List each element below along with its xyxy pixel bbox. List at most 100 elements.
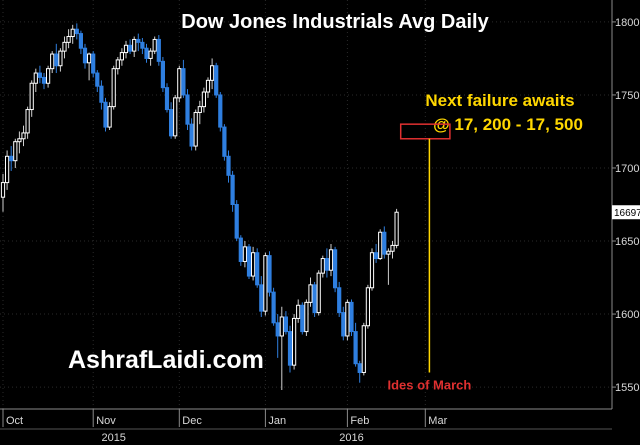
candle-up — [13, 141, 18, 162]
candle-down — [156, 38, 161, 62]
candle-up — [193, 111, 198, 147]
candle-down — [226, 155, 231, 176]
candle-up — [251, 252, 256, 277]
candle-up — [115, 59, 120, 70]
candle-up — [320, 258, 325, 274]
annotation-note-line1: Next failure awaits — [425, 91, 574, 110]
candle-down — [37, 72, 42, 78]
candle-down — [91, 53, 96, 74]
candle-down — [324, 258, 329, 271]
candle-up — [386, 250, 391, 255]
candle-up — [205, 79, 211, 93]
candle-up — [5, 155, 10, 184]
candle-up — [304, 301, 309, 333]
candle-down — [144, 47, 149, 59]
x-year-label: 2015 — [101, 432, 125, 444]
candle-down — [349, 301, 354, 333]
candle-down — [185, 94, 190, 125]
candle-up — [132, 38, 137, 52]
candle-up — [0, 182, 6, 198]
candle-up — [87, 53, 92, 64]
candle-up — [242, 246, 248, 262]
candle-down — [169, 109, 174, 137]
annotation-note-line2: @ 17, 200 - 17, 500 — [433, 115, 583, 134]
candle-down — [95, 72, 100, 87]
candle-up — [123, 44, 129, 54]
watermark: AshrafLaidi.com — [68, 346, 264, 374]
candle-down — [160, 60, 166, 89]
candle-down — [99, 85, 104, 103]
y-tick-label: 17000 — [615, 163, 640, 175]
candle-down — [333, 249, 338, 289]
last-price-tag: 16697. — [612, 205, 640, 220]
candle-down — [353, 331, 358, 365]
candle-down — [74, 28, 79, 35]
candles — [0, 23, 399, 391]
y-tick-label: 17500 — [615, 90, 640, 102]
x-month-label: Dec — [182, 415, 202, 427]
candle-up — [50, 53, 55, 70]
candle-down — [312, 284, 317, 314]
candle-down — [255, 252, 260, 286]
candle-down — [230, 174, 235, 206]
y-tick-label: 18000 — [615, 17, 640, 29]
candle-down — [382, 231, 387, 255]
candle-down — [82, 47, 88, 64]
x-axis-ticks: Oct Nov Dec Jan Feb Mar 2015 2016 — [0, 409, 612, 444]
candle-up — [33, 72, 38, 84]
candle-down — [267, 255, 272, 293]
candle-up — [17, 138, 22, 143]
candle-down — [246, 246, 252, 277]
candle-up — [279, 316, 284, 337]
candle-up — [378, 231, 383, 260]
x-month-label: Mar — [428, 415, 447, 427]
x-month-label: Oct — [6, 415, 23, 427]
candle-up — [66, 36, 71, 43]
candle-up — [177, 68, 182, 99]
candle-down — [283, 316, 288, 333]
candle-down — [300, 304, 305, 333]
candle-down — [337, 287, 342, 314]
candle-down — [259, 284, 264, 312]
candle-up — [394, 211, 399, 246]
candle-down — [136, 38, 141, 43]
candle-down — [218, 94, 223, 128]
candle-down — [140, 41, 145, 49]
candle-up — [173, 97, 178, 137]
candle-up — [46, 68, 51, 84]
chart-title: Dow Jones Industrials Avg Daily — [181, 11, 489, 33]
candle-down — [222, 126, 227, 157]
candle-up — [369, 252, 375, 289]
candle-down — [234, 204, 239, 239]
candle-down — [275, 322, 280, 337]
candle-up — [296, 304, 301, 319]
candle-down — [128, 44, 133, 52]
candle-up — [197, 106, 202, 113]
candle-up — [361, 325, 366, 373]
y-tick-label: 15500 — [615, 382, 640, 394]
candle-up — [292, 317, 297, 366]
target-zone-box — [399, 123, 451, 140]
candle-up — [119, 52, 125, 61]
candle-down — [41, 76, 47, 84]
candle-up — [152, 38, 157, 52]
candle-up — [25, 109, 30, 134]
candle-down — [214, 65, 219, 96]
candle-down — [287, 331, 293, 366]
candle-up — [308, 284, 313, 303]
candle-down — [271, 291, 276, 324]
candle-down — [54, 53, 59, 67]
candle-up — [148, 50, 153, 59]
candle-up — [107, 106, 112, 128]
candle-down — [238, 237, 243, 262]
candle-up — [263, 255, 268, 312]
candle-up — [390, 244, 395, 252]
candle-down — [164, 87, 170, 111]
candle-up — [70, 28, 75, 38]
y-tick-label: 16500 — [615, 236, 640, 248]
candle-down — [9, 155, 14, 162]
candle-up — [58, 50, 63, 67]
candle-down — [78, 33, 84, 49]
candle-up — [316, 272, 321, 314]
